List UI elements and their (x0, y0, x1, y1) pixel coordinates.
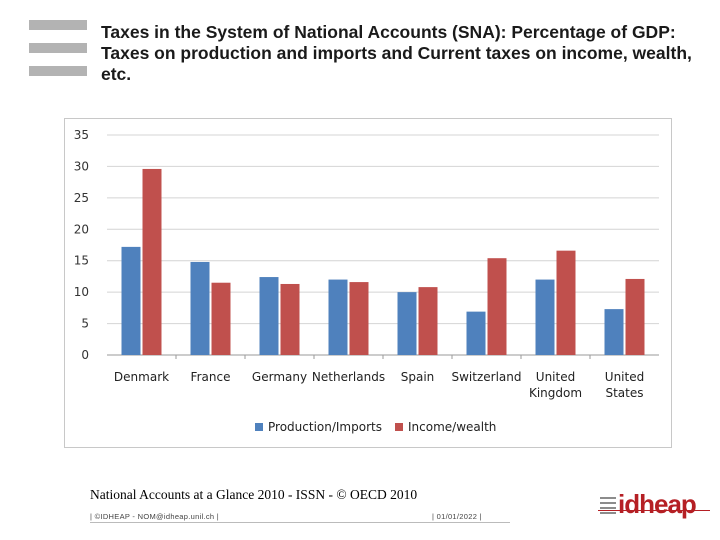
x-tick-label: United (605, 370, 644, 384)
footer-divider (90, 522, 510, 523)
legend-label: Income/wealth (408, 420, 496, 434)
bar-income (418, 287, 438, 355)
bar-income (556, 250, 576, 355)
y-tick-label: 5 (81, 317, 89, 331)
bar-income (487, 258, 507, 355)
x-tick-label: States (605, 386, 643, 400)
y-tick-label: 0 (81, 348, 89, 362)
bar-production (121, 246, 141, 355)
bar-production (259, 277, 279, 355)
bar-production (328, 279, 348, 355)
bar-production (466, 311, 486, 355)
bar-production (190, 261, 210, 355)
bar-chart: 0 5 10 15 20 25 30 35 Denmark France Germany Nether… (74, 128, 659, 434)
y-tick-label: 35 (74, 128, 89, 142)
y-tick-label: 20 (74, 222, 89, 236)
legend-swatch (255, 423, 263, 431)
bar-production (535, 279, 555, 355)
bar-income (142, 168, 162, 355)
menu-bars-icon (29, 20, 87, 76)
bar-income (349, 282, 369, 355)
legend-swatch (395, 423, 403, 431)
y-tick-label: 15 (74, 254, 89, 268)
footer-contact: | ©IDHEAP - NOM@idheap.unil.ch | (90, 512, 220, 521)
page-title: Taxes in the System of National Accounts… (101, 22, 692, 84)
bar-production (604, 309, 624, 355)
x-tick-label: Spain (401, 370, 435, 384)
x-tick-label: Netherlands (312, 370, 385, 384)
bar-income (625, 278, 645, 355)
x-tick-label: France (191, 370, 231, 384)
chart-container: 0 5 10 15 20 25 30 35 Denmark France Germany Nether… (64, 118, 672, 448)
x-tick-label: Denmark (114, 370, 169, 384)
legend-label: Production/Imports (268, 420, 382, 434)
idheap-logo: idheap (618, 489, 697, 519)
bar-income (280, 283, 300, 355)
source-caption: National Accounts at a Glance 2010 - ISS… (90, 487, 418, 502)
y-tick-label: 10 (74, 285, 89, 299)
logo-divider (598, 510, 710, 511)
y-tick-label: 25 (74, 191, 89, 205)
y-tick-label: 30 (74, 159, 89, 173)
x-tick-label: Kingdom (529, 386, 582, 400)
bar-production (397, 292, 417, 355)
x-tick-label: Switzerland (452, 370, 522, 384)
x-tick-label: United (536, 370, 575, 384)
footer-date: | 01/01/2022 | (432, 512, 482, 521)
x-tick-label: Germany (252, 370, 307, 384)
bar-income (211, 282, 231, 355)
